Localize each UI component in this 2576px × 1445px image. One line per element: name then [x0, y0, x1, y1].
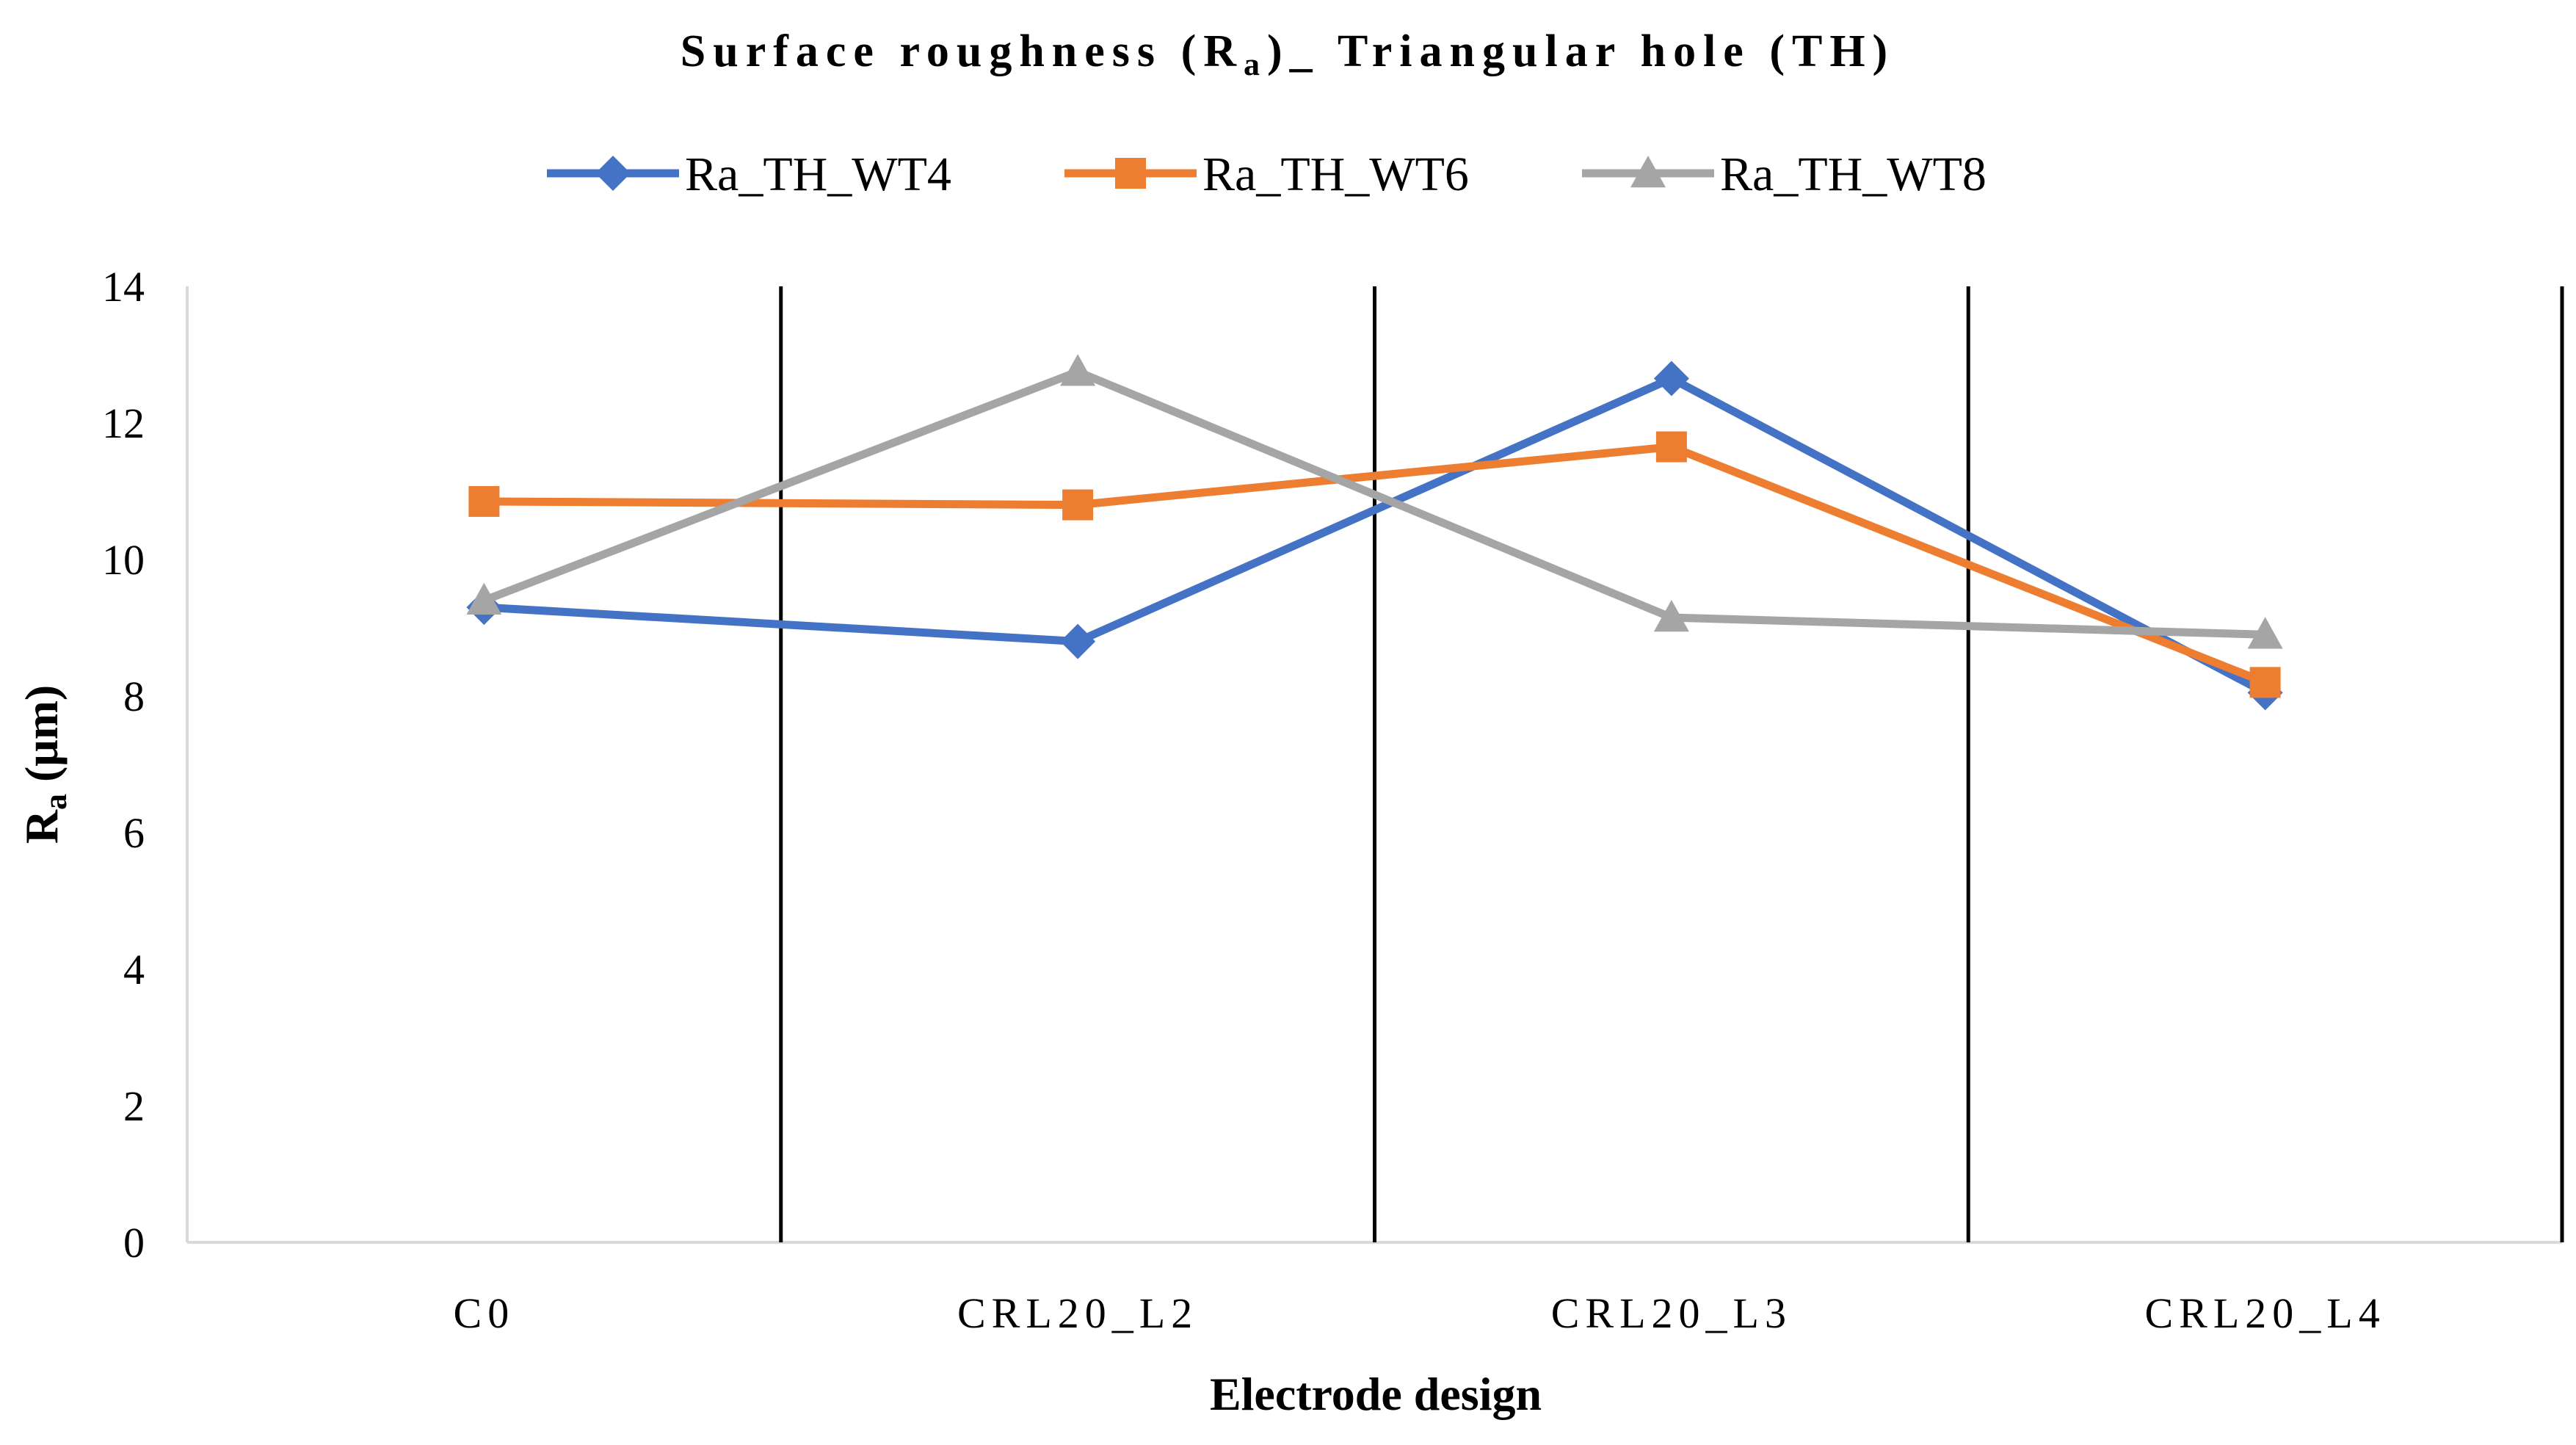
legend: Ra_TH_WT4 Ra_TH_WT6 Ra_TH_WT8: [547, 148, 1987, 201]
legend-item: Ra_TH_WT8: [1582, 148, 1987, 201]
chart-title: Surface roughness (Ra)_ Triangular hole …: [681, 26, 1895, 82]
series-Ra_TH_WT8: [466, 354, 2283, 649]
legend-marker: [1115, 158, 1146, 189]
category-separators: [779, 286, 2564, 1242]
chart-title-end: )_ Triangular hole (TH): [1267, 26, 1895, 76]
legend-label: Ra_TH_WT8: [1720, 148, 1987, 201]
series-line: [479, 374, 2270, 697]
legend-marker: [1630, 156, 1666, 188]
y-tick-label: 6: [123, 809, 145, 857]
data-point: [2247, 617, 2283, 649]
x-tick-label: C0: [454, 1289, 515, 1337]
y-axis-title-subscript: a: [37, 794, 73, 810]
y-tick-label: 14: [102, 263, 145, 311]
series-Ra_TH_WT6: [468, 431, 2281, 698]
y-axis-title-unit: (μm): [15, 685, 68, 794]
data-point: [2249, 667, 2281, 698]
data-point: [1653, 361, 1689, 396]
y-tick-label: 10: [102, 536, 145, 584]
chart-title-subscript: a: [1244, 46, 1267, 82]
y-tick-label: 0: [123, 1219, 145, 1267]
x-tick-label: CRL20_L2: [957, 1289, 1198, 1337]
y-axis-title-main: R: [15, 809, 68, 844]
data-point: [1653, 600, 1689, 632]
y-tick-label: 2: [123, 1082, 145, 1130]
series-line: [479, 367, 2270, 639]
data-point: [1062, 489, 1094, 521]
data-point: [1060, 623, 1096, 659]
data-point: [1655, 431, 1687, 463]
y-tick-label: 12: [102, 399, 145, 447]
legend-item: Ra_TH_WT6: [1064, 148, 1469, 201]
legend-item: Ra_TH_WT4: [547, 148, 951, 201]
y-tick-label: 4: [123, 946, 145, 993]
series-layer: [466, 354, 2283, 711]
x-axis-title: Electrode design: [1210, 1368, 1542, 1420]
data-point: [468, 485, 500, 517]
legend-label: Ra_TH_WT4: [685, 148, 951, 201]
y-axis-title: Ra (μm): [15, 685, 73, 844]
x-tick-label: CRL20_L4: [2145, 1289, 2386, 1337]
legend-label: Ra_TH_WT6: [1202, 148, 1469, 201]
y-tick-label: 8: [123, 673, 145, 720]
y-ticks: 0 2 4 6 8 10 12 14: [102, 263, 145, 1267]
x-tick-label: CRL20_L3: [1551, 1289, 1792, 1337]
chart-title-main: Surface roughness (R: [681, 26, 1244, 76]
x-ticks: C0 CRL20_L2 CRL20_L3 CRL20_L4: [454, 1289, 2386, 1337]
series-line: [479, 443, 2270, 687]
data-point: [1060, 354, 1096, 386]
data-point: [466, 582, 502, 615]
legend-marker: [595, 156, 631, 191]
